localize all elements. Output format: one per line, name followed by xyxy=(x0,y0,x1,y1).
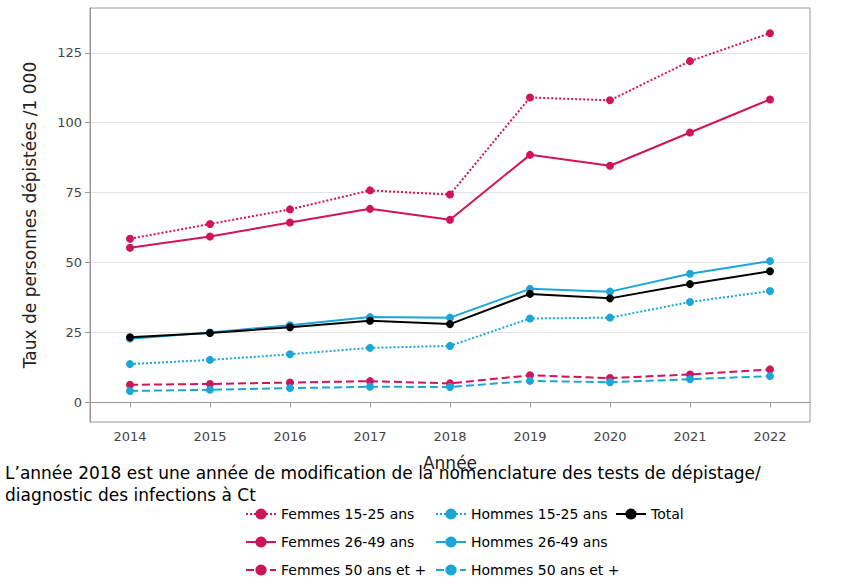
svg-text:2016: 2016 xyxy=(273,429,306,444)
svg-text:2017: 2017 xyxy=(353,429,386,444)
svg-text:2021: 2021 xyxy=(673,429,706,444)
svg-text:Femmes 50 ans et +: Femmes 50 ans et + xyxy=(281,562,426,578)
svg-text:75: 75 xyxy=(65,185,82,200)
svg-text:0: 0 xyxy=(74,395,82,410)
svg-text:2022: 2022 xyxy=(753,429,786,444)
svg-text:diagnostic des infections à Ct: diagnostic des infections à Ct xyxy=(5,485,256,505)
svg-text:Hommes 15-25 ans: Hommes 15-25 ans xyxy=(471,506,608,522)
svg-text:50: 50 xyxy=(65,255,82,270)
svg-text:Femmes 15-25 ans: Femmes 15-25 ans xyxy=(281,506,414,522)
svg-text:Année: Année xyxy=(423,453,477,473)
svg-text:Hommes 26-49 ans: Hommes 26-49 ans xyxy=(471,534,608,550)
svg-text:100: 100 xyxy=(57,115,82,130)
svg-text:Femmes 26-49 ans: Femmes 26-49 ans xyxy=(281,534,414,550)
svg-text:25: 25 xyxy=(65,325,82,340)
svg-text:Hommes 50 ans et +: Hommes 50 ans et + xyxy=(471,562,619,578)
svg-text:125: 125 xyxy=(57,45,82,60)
svg-text:2018: 2018 xyxy=(433,429,466,444)
svg-text:L’année 2018 est une année de: L’année 2018 est une année de modificati… xyxy=(5,463,766,483)
svg-text:2015: 2015 xyxy=(193,429,226,444)
svg-text:Total: Total xyxy=(650,506,684,522)
svg-text:2014: 2014 xyxy=(113,429,146,444)
svg-text:2020: 2020 xyxy=(593,429,626,444)
svg-text:2019: 2019 xyxy=(513,429,546,444)
svg-text:Taux de personnes dépistées /1: Taux de personnes dépistées /1 000 xyxy=(20,62,40,370)
